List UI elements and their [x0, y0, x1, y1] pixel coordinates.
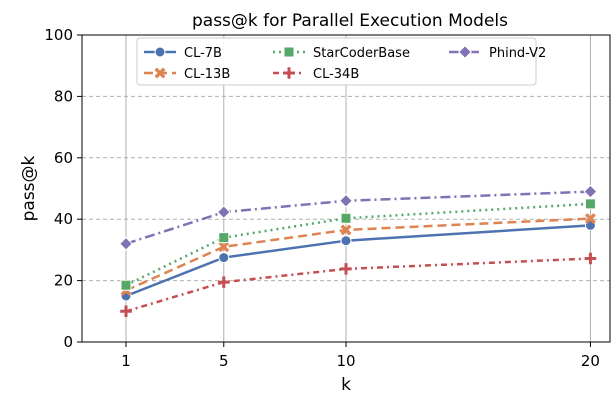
data-point	[218, 241, 230, 253]
data-point	[584, 252, 597, 265]
legend-item: Phind-V2	[449, 45, 546, 61]
x-tick-label: 1	[121, 352, 131, 370]
y-tick-label: 60	[54, 149, 73, 167]
y-tick-label: 100	[44, 26, 73, 44]
legend-label: CL-13B	[184, 67, 230, 82]
legend-item: StarCoderBase	[273, 46, 410, 61]
legend-item: CL-13B	[144, 67, 230, 82]
legend-label: CL-34B	[313, 67, 359, 82]
data-point	[218, 252, 230, 264]
x-axis-title: k	[341, 375, 351, 395]
data-point	[120, 279, 132, 291]
y-tick-label: 20	[54, 272, 73, 290]
data-point	[340, 212, 352, 224]
chart-title: pass@k for Parallel Execution Models	[192, 11, 508, 31]
series-starcoderbase	[120, 198, 596, 291]
series-line	[125, 224, 591, 298]
series-line	[125, 217, 591, 292]
data-point	[340, 224, 352, 236]
data-point	[584, 213, 596, 225]
series-line	[125, 202, 591, 287]
data-point	[339, 193, 353, 208]
legend-item: CL-7B	[144, 46, 222, 61]
x-tick-label: 10	[336, 352, 355, 370]
x-tick-label: 20	[581, 352, 600, 370]
y-axis-title: pass@k	[19, 155, 39, 221]
legend-marker	[283, 67, 295, 79]
legend-label: StarCoderBase	[313, 46, 410, 61]
series-line	[125, 190, 591, 245]
data-point	[340, 235, 352, 247]
data-point	[583, 184, 598, 199]
series-line	[125, 257, 591, 313]
data-point	[218, 276, 230, 288]
data-point	[340, 263, 352, 275]
legend-marker	[154, 46, 166, 58]
data-point	[119, 236, 133, 251]
legend-marker	[283, 46, 295, 58]
series-lines	[119, 184, 598, 318]
data-point	[120, 305, 132, 318]
y-tick-label: 0	[63, 333, 73, 351]
y-tick-label: 80	[54, 87, 73, 105]
legend-label: CL-7B	[184, 46, 222, 61]
legend: CL-7B CL-13B StarCoderBase CL-34B Phind-V2	[136, 37, 546, 86]
y-tick-label: 40	[54, 210, 73, 228]
axis-ticks: 0 20 40 60 80 100 1 5 10 20	[44, 26, 600, 370]
legend-marker	[154, 67, 166, 79]
x-tick-label: 5	[219, 352, 229, 370]
series-cl-7b	[120, 219, 596, 302]
series-phind-v2	[119, 184, 598, 251]
legend-item: CL-34B	[273, 67, 359, 82]
legend-label: Phind-V2	[489, 46, 546, 61]
series-cl-13b	[120, 213, 596, 296]
series-cl-34b	[120, 252, 597, 318]
legend-box	[136, 37, 537, 86]
data-point	[218, 232, 230, 244]
data-point	[216, 205, 231, 220]
legend-marker	[458, 45, 472, 59]
data-point	[584, 198, 596, 210]
